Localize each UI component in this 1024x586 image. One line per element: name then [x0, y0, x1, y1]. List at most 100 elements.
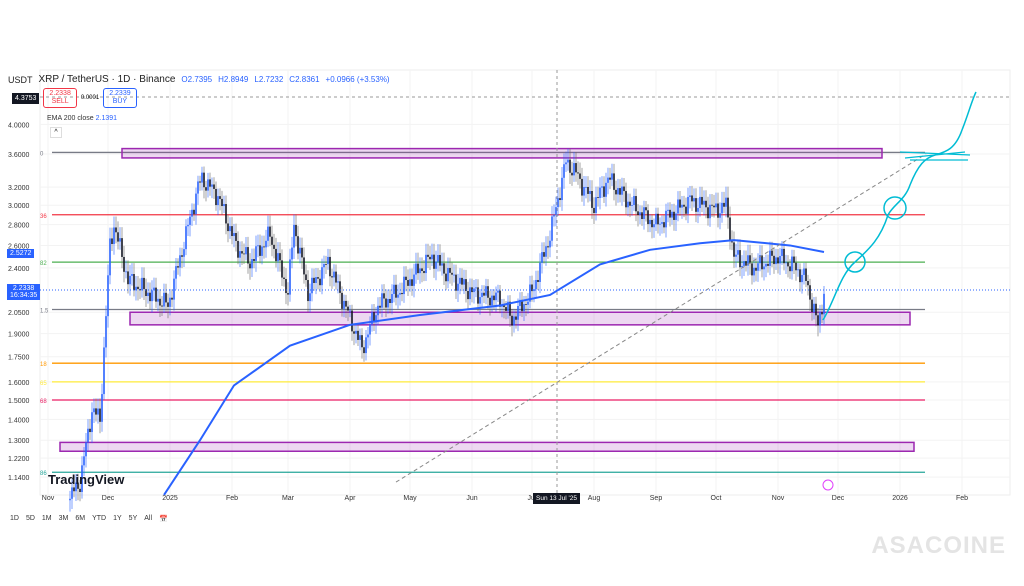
- candle-body: [257, 245, 259, 247]
- candle-body: [329, 256, 331, 277]
- fib-level-label: 0: [40, 151, 44, 157]
- candle-body: [703, 200, 705, 205]
- candle-body: [465, 279, 467, 291]
- candle-body: [731, 241, 733, 243]
- x-tick-label: Feb: [956, 495, 968, 502]
- x-tick-label: 2025: [162, 495, 178, 502]
- range-3m[interactable]: 3M: [58, 515, 69, 522]
- ema-legend[interactable]: EMA 200 close 2.1391: [47, 115, 117, 122]
- candle-body: [499, 290, 501, 307]
- candle-body: [753, 267, 755, 276]
- candle-body: [415, 263, 417, 275]
- candle-body: [795, 262, 797, 271]
- candle-body: [117, 232, 119, 242]
- chart-header: USDT XRP / TetherUS · 1D · Binance O2.73…: [8, 74, 390, 85]
- range-6m[interactable]: 6M: [75, 515, 86, 522]
- candle-body: [519, 299, 521, 306]
- y-tick-label: 1.6000: [8, 380, 30, 387]
- candle-body: [79, 488, 81, 493]
- candle-body: [683, 204, 685, 207]
- candle-body: [635, 196, 637, 212]
- y-tick-label: 1.9000: [8, 332, 30, 339]
- symbol-title[interactable]: XRP / TetherUS · 1D · Binance: [38, 74, 176, 85]
- collapse-legend-button[interactable]: ^: [50, 127, 62, 138]
- candle-body: [291, 247, 293, 260]
- candle-body: [747, 255, 749, 266]
- candle-body: [627, 201, 629, 208]
- candle-body: [735, 254, 737, 257]
- candle-body: [781, 248, 783, 256]
- candle-body: [171, 297, 173, 300]
- currency-select[interactable]: USDT: [8, 74, 33, 85]
- range-1y[interactable]: 1Y: [113, 515, 122, 522]
- candle-body: [103, 347, 105, 395]
- candle-body: [639, 212, 641, 216]
- candle-body: [473, 288, 475, 293]
- y-tick-label: 4.0000: [8, 122, 30, 129]
- candle-body: [451, 272, 453, 275]
- y-tick-label: 1.1400: [8, 475, 30, 482]
- candle-body: [621, 186, 623, 195]
- candle-body: [517, 305, 519, 320]
- projection-circle: [844, 251, 866, 273]
- candle-body: [339, 281, 341, 293]
- candle-body: [769, 250, 771, 266]
- candle-body: [791, 256, 793, 272]
- candle-body: [335, 271, 337, 283]
- candle-body: [569, 159, 571, 173]
- range-5d[interactable]: 5D: [25, 515, 35, 522]
- candle-body: [585, 186, 587, 188]
- candle-body: [75, 482, 77, 492]
- candle-body: [509, 301, 511, 316]
- candle-body: [407, 280, 409, 286]
- candle-body: [641, 212, 643, 220]
- sell-button[interactable]: 2.2338 SELL: [43, 88, 77, 108]
- candle-body: [195, 193, 197, 215]
- candle-body: [395, 284, 397, 298]
- candle-body: [457, 283, 459, 291]
- x-tick-label: Apr: [345, 495, 357, 502]
- calendar-icon[interactable]: 📅: [159, 516, 168, 523]
- candle-body: [377, 305, 379, 316]
- range-5y[interactable]: 5Y: [128, 515, 138, 522]
- candle-body: [449, 267, 451, 273]
- candle-body: [591, 190, 593, 208]
- candle-body: [763, 266, 765, 270]
- range-all[interactable]: All: [144, 515, 153, 522]
- candle-body: [475, 287, 477, 289]
- ohlc-open: O2.7395: [181, 75, 213, 84]
- candle-body: [757, 263, 759, 271]
- candle-body: [123, 256, 125, 272]
- candle-body: [427, 254, 429, 257]
- candle-body: [643, 207, 645, 220]
- asacoine-watermark: ASACOINE: [871, 532, 1006, 559]
- candle-body: [541, 252, 543, 263]
- range-1m[interactable]: 1M: [41, 515, 52, 522]
- candle-body: [555, 207, 557, 215]
- candle-body: [733, 242, 735, 257]
- candle-body: [91, 412, 93, 433]
- candle-body: [665, 210, 667, 228]
- candle-body: [743, 261, 745, 266]
- fib-level-label: 86: [40, 471, 47, 477]
- ema-value: 2.1391: [95, 115, 118, 122]
- candle-body: [177, 266, 179, 268]
- candle-body: [275, 248, 277, 262]
- last-price: 2.2338: [12, 285, 35, 292]
- candle-body: [435, 261, 437, 269]
- candle-body: [767, 263, 769, 266]
- candle-body: [667, 209, 669, 211]
- buy-label: BUY: [112, 98, 128, 105]
- candle-body: [271, 236, 273, 245]
- candle-body: [705, 200, 707, 208]
- candle-body: [423, 271, 425, 274]
- candle-body: [715, 203, 717, 208]
- candle-body: [355, 330, 357, 334]
- range-ytd[interactable]: YTD: [92, 515, 107, 522]
- range-1d[interactable]: 1D: [10, 515, 19, 522]
- candle-body: [649, 219, 651, 225]
- buy-button[interactable]: 2.2339 BUY: [103, 88, 137, 108]
- candle-body: [609, 177, 611, 180]
- candle-body: [729, 217, 731, 242]
